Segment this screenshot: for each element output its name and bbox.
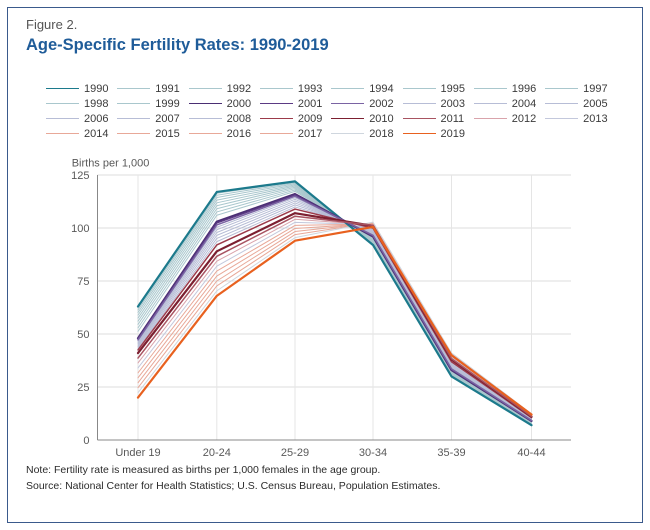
svg-text:Births per 1,000: Births per 1,000 bbox=[72, 158, 150, 170]
svg-text:125: 125 bbox=[71, 170, 89, 182]
svg-text:75: 75 bbox=[77, 276, 89, 288]
svg-text:25-29: 25-29 bbox=[281, 447, 309, 459]
svg-text:Under 19: Under 19 bbox=[115, 447, 160, 459]
svg-text:35-39: 35-39 bbox=[437, 447, 465, 459]
svg-text:100: 100 bbox=[71, 223, 89, 235]
svg-text:25: 25 bbox=[77, 382, 89, 394]
svg-text:0: 0 bbox=[83, 435, 89, 447]
svg-text:40-44: 40-44 bbox=[517, 447, 545, 459]
svg-text:30-34: 30-34 bbox=[359, 447, 387, 459]
svg-text:50: 50 bbox=[77, 329, 89, 341]
svg-text:20-24: 20-24 bbox=[203, 447, 231, 459]
